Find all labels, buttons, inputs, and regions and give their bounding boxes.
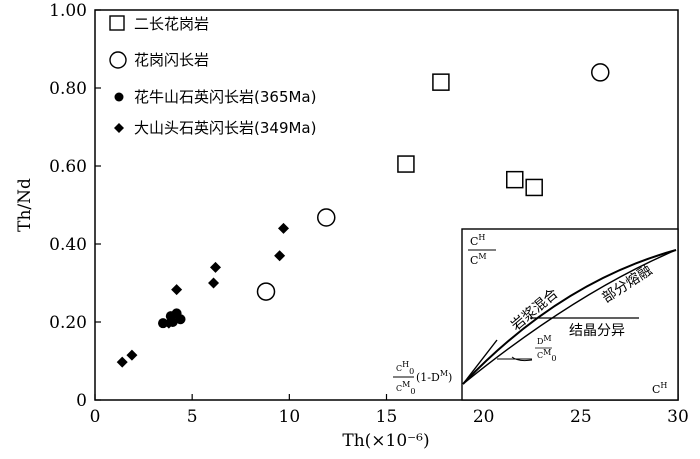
legend-label-dashantou: 大山头石英闪长岩(349Ma) bbox=[134, 119, 316, 137]
svg-text:CM0: CM0 bbox=[396, 380, 415, 396]
svg-text:CM0: CM0 bbox=[537, 348, 556, 363]
inset-line-fractional-crystallization bbox=[462, 339, 498, 385]
y-axis-title: Th/Nd bbox=[15, 178, 35, 232]
point-dashantou bbox=[274, 250, 286, 262]
legend-label-monzogranite: 二长花岗岩 bbox=[134, 15, 209, 33]
point-dashantou bbox=[163, 317, 175, 329]
svg-text:CH0: CH0 bbox=[396, 360, 414, 376]
y-tick-label: 1.00 bbox=[49, 1, 87, 21]
legend-marker-filled-circle bbox=[114, 92, 124, 102]
legend-marker-open-square bbox=[109, 15, 125, 31]
point-huaniushan bbox=[175, 314, 186, 325]
point-monzogranite bbox=[397, 155, 415, 173]
svg-text:CM: CM bbox=[470, 252, 487, 267]
y-tick-label: 0.60 bbox=[49, 157, 87, 177]
inset-frame bbox=[461, 228, 679, 401]
point-granodiorite bbox=[256, 282, 276, 301]
svg-text:CH: CH bbox=[470, 233, 485, 248]
x-tick-label: 30 bbox=[667, 407, 689, 427]
svg-text:DM: DM bbox=[537, 334, 552, 346]
x-tick-label: 20 bbox=[473, 407, 495, 427]
point-dashantou bbox=[278, 222, 290, 234]
inset-label-fractional-crystallization: 结晶分异 bbox=[569, 323, 625, 339]
inset-intercept-label: CH0 CM0 (1-DM) bbox=[393, 360, 452, 396]
y-tick-label: 0 bbox=[76, 391, 87, 411]
legend-marker-filled-diamond bbox=[114, 123, 124, 133]
x-tick-label: 5 bbox=[187, 407, 198, 427]
x-tick-label: 25 bbox=[570, 407, 592, 427]
point-dashantou bbox=[209, 261, 221, 273]
legend-label-granodiorite: 花岗闪长岩 bbox=[134, 51, 209, 69]
point-dashantou bbox=[126, 349, 138, 361]
inset-diagram: CH CM CH CH0 CM0 (1-DM) 岩浆混合 部分熔融 结晶分异 D… bbox=[393, 228, 679, 401]
point-dashantou bbox=[116, 356, 128, 368]
svg-text:(1-DM): (1-DM) bbox=[416, 369, 452, 384]
point-granodiorite bbox=[591, 63, 610, 82]
inset-slope-label: DM CM0 bbox=[535, 334, 556, 363]
y-tick-label: 0.40 bbox=[49, 235, 87, 255]
point-monzogranite bbox=[506, 170, 524, 189]
x-axis-title: Th(×10⁻⁶) bbox=[342, 431, 429, 451]
y-tick-label: 0.20 bbox=[49, 313, 87, 333]
legend-label-huaniushan: 花牛山石英闪长岩(365Ma) bbox=[134, 88, 316, 106]
x-tick-label: 15 bbox=[376, 407, 398, 427]
inset-y-label: CH CM bbox=[468, 233, 496, 267]
point-dashantou bbox=[208, 277, 220, 289]
x-tick-label: 0 bbox=[90, 407, 101, 427]
inset-slope-arc bbox=[511, 356, 533, 362]
legend: 二长花岗岩 花岗闪长岩 花牛山石英闪长岩(365Ma) 大山头石英闪长岩(349… bbox=[109, 15, 316, 137]
legend-marker-open-circle bbox=[109, 51, 127, 69]
point-dashantou bbox=[171, 284, 183, 296]
point-monzogranite bbox=[432, 73, 450, 91]
inset-curve-partial-melting bbox=[462, 249, 677, 385]
inset-curve-magma-mixing bbox=[462, 249, 677, 385]
point-huaniushan bbox=[158, 318, 169, 329]
x-tick-label: 10 bbox=[279, 407, 301, 427]
point-granodiorite bbox=[317, 208, 336, 227]
y-tick-label: 0.80 bbox=[49, 79, 87, 99]
inset-x-label: CH bbox=[652, 381, 667, 396]
point-monzogranite bbox=[525, 178, 543, 197]
